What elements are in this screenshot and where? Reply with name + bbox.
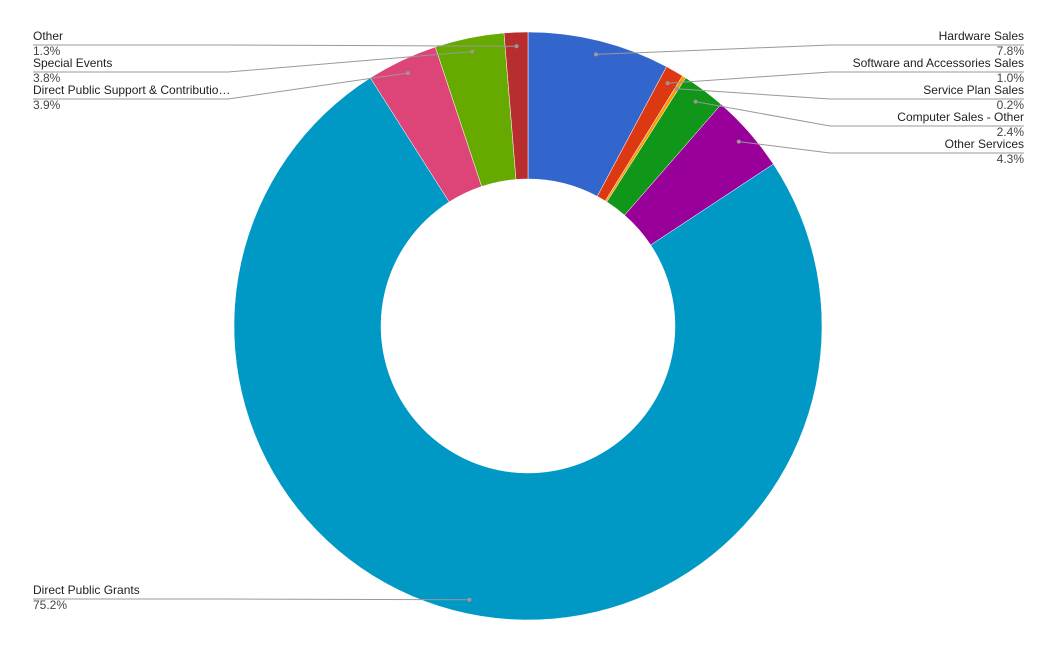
leader-dot	[693, 99, 698, 104]
slice-label: Software and Accessories Sales	[853, 56, 1024, 70]
leader-dot	[593, 52, 598, 57]
leader-dot	[470, 49, 475, 54]
slice-label: Special Events	[33, 56, 112, 70]
slice-value-label: 0.2%	[997, 98, 1025, 112]
leader-line	[667, 71, 1024, 84]
slice-value-label: 4.3%	[997, 152, 1025, 166]
slice-label: Direct Public Grants	[33, 583, 140, 597]
leader-dot	[514, 44, 519, 49]
slice-label: Other Services	[945, 137, 1024, 151]
slice-value-label: 3.8%	[33, 71, 61, 85]
leader-line	[676, 88, 1024, 100]
slice-value-label: 3.9%	[33, 98, 61, 112]
leader-line	[595, 44, 1024, 55]
slice-label: Computer Sales - Other	[897, 110, 1024, 124]
slice-label: Service Plan Sales	[923, 83, 1024, 97]
slice-label: Direct Public Support & Contributio…	[33, 83, 230, 97]
slice-label: Hardware Sales	[939, 29, 1024, 43]
leader-line	[738, 141, 1024, 154]
slice-value-label: 1.3%	[33, 44, 61, 58]
leader-line	[695, 101, 1024, 127]
leader-dot	[467, 597, 472, 602]
slice-value-label: 1.0%	[997, 71, 1025, 85]
leader-line	[33, 72, 408, 100]
slice-value-label: 7.8%	[997, 44, 1025, 58]
donut-slice	[503, 31, 529, 180]
donut-slice	[233, 77, 823, 621]
slice-label: Other	[33, 29, 63, 43]
leader-dot	[736, 139, 741, 144]
leader-dot	[665, 81, 670, 86]
leader-dot	[405, 71, 410, 76]
leader-line	[33, 598, 470, 601]
leader-line	[33, 51, 473, 73]
slice-value-label: 2.4%	[997, 125, 1025, 139]
leader-dot	[674, 86, 679, 91]
leader-line	[33, 44, 517, 47]
slice-value-label: 75.2%	[33, 598, 67, 612]
